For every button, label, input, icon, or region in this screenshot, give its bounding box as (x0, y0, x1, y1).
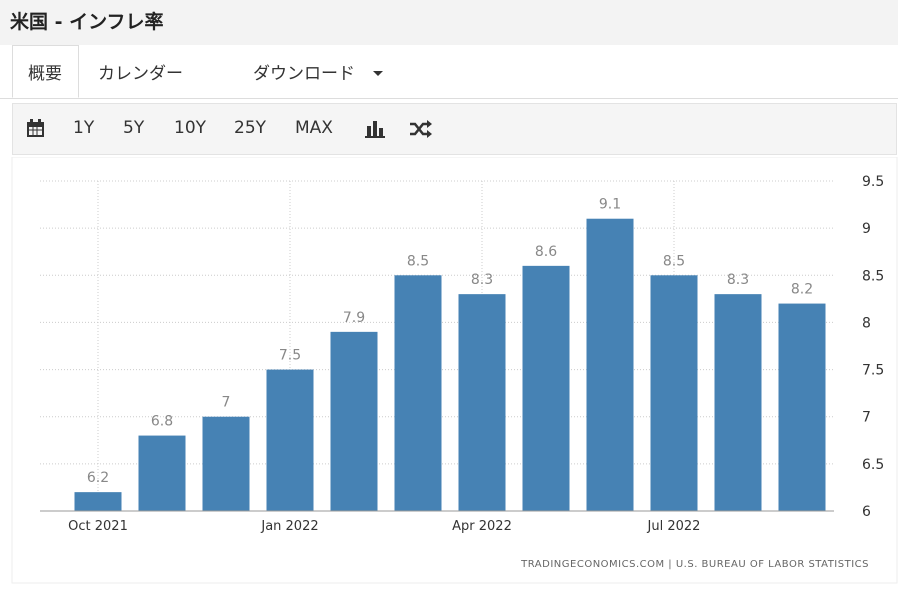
x-tick-label: Jan 2022 (260, 519, 318, 534)
toolbar: 1Y 5Y 10Y 25Y MAX (12, 103, 897, 155)
bar (202, 416, 250, 511)
range-button[interactable]: 10Y (174, 118, 207, 138)
y-tick-label: 8 (862, 315, 871, 331)
range-button[interactable]: 5Y (123, 118, 145, 138)
value-label: 8.5 (407, 253, 429, 269)
x-tick-label: Oct 2021 (68, 519, 128, 534)
bar (330, 331, 378, 511)
active-tab[interactable] (12, 45, 79, 98)
value-label: 9.1 (599, 197, 621, 213)
value-label: 8.5 (663, 253, 685, 269)
range-button[interactable]: 1Y (73, 118, 95, 138)
y-tick-label: 6 (862, 504, 871, 520)
bar (394, 275, 442, 511)
bar (138, 435, 186, 511)
x-tick-label: Apr 2022 (452, 519, 512, 534)
value-label: 8.6 (535, 244, 557, 260)
tab[interactable]: カレンダー (98, 64, 183, 84)
shuffle-icon[interactable] (409, 119, 433, 139)
bar (74, 492, 122, 511)
value-label: 7 (222, 395, 231, 411)
calendar-icon[interactable] (26, 119, 46, 139)
caret (373, 71, 383, 76)
range-button[interactable]: MAX (295, 118, 333, 138)
bar (778, 303, 826, 511)
source-note: TRADINGECONOMICS.COM | U.S. BUREAU OF LA… (520, 559, 869, 570)
chart: 6 6.5 7 7.5 8 8.5 9 9.5 Oct 2021 6.2 6.8 7 Jan 2022 7… (11, 157, 898, 584)
tab[interactable]: 概要 (28, 64, 62, 84)
value-label: 8.2 (791, 282, 813, 298)
bar (650, 275, 698, 511)
y-tick-label: 8.5 (862, 268, 884, 284)
y-tick-label: 7 (862, 410, 871, 426)
tab[interactable]: ダウンロード (253, 64, 355, 84)
y-tick-label: 6.5 (862, 457, 884, 473)
value-label: 6.8 (151, 414, 173, 430)
bar (266, 369, 314, 511)
bar-chart-icon[interactable] (365, 120, 385, 138)
range-button[interactable]: 25Y (234, 118, 267, 138)
x-tick-label: Jul 2022 (647, 519, 701, 534)
value-label: 6.2 (87, 470, 109, 486)
bar (586, 218, 634, 511)
y-tick-label: 7.5 (862, 363, 884, 379)
value-label: 7.9 (343, 310, 365, 326)
value-label: 7.5 (279, 348, 301, 364)
bar (458, 294, 506, 511)
page-title: 米国 - インフレ率 (10, 11, 164, 33)
bar (522, 265, 570, 511)
y-tick-label: 9.5 (862, 174, 884, 190)
value-label: 8.3 (727, 272, 749, 288)
y-tick-label: 9 (862, 221, 871, 237)
tab-bar: 概要 カレンダー ダウンロード (0, 45, 898, 99)
bar (714, 294, 762, 511)
value-label: 8.3 (471, 272, 493, 288)
header-bar: 米国 - インフレ率 (0, 0, 898, 45)
